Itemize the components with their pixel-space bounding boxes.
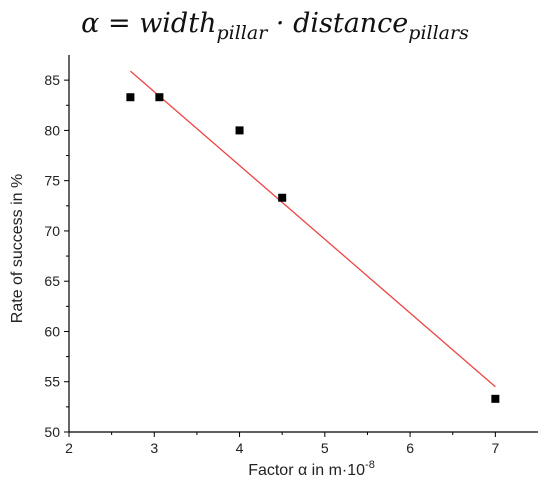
title-sub-pillars: pillars xyxy=(408,22,469,44)
data-point xyxy=(155,93,164,102)
y-tick-label: 75 xyxy=(44,173,60,189)
x-tick-label: 3 xyxy=(150,440,158,456)
x-tick-label: 7 xyxy=(491,440,499,456)
x-tick-label: 5 xyxy=(321,440,329,456)
y-tick-label: 50 xyxy=(44,424,60,440)
title-distance: distance xyxy=(293,8,409,39)
data-point xyxy=(235,126,244,135)
y-tick-label: 60 xyxy=(44,323,60,339)
axes xyxy=(68,55,538,433)
chart-title: α = widthpillar · distancepillars xyxy=(0,8,550,44)
fit-line xyxy=(129,70,496,388)
data-point xyxy=(278,193,287,202)
y-tick-label: 80 xyxy=(44,122,60,138)
title-width: width xyxy=(139,8,217,39)
title-sub-pillar: pillar xyxy=(216,22,268,44)
title-alpha: α xyxy=(81,8,100,39)
x-tick-label: 4 xyxy=(236,440,244,456)
x-tick-label: 6 xyxy=(406,440,414,456)
fit-line-group xyxy=(129,70,496,388)
y-tick-label: 65 xyxy=(44,273,60,289)
x-tick-label: 2 xyxy=(65,440,73,456)
y-axis-label: Rate of success in % xyxy=(9,174,26,323)
x-axis-label-exponent: -8 xyxy=(365,459,375,471)
x-axis-label: Factor α in m·10-8 xyxy=(248,459,375,479)
title-dot: · xyxy=(275,8,285,39)
data-points xyxy=(126,93,500,403)
y-tick-label: 85 xyxy=(44,72,60,88)
y-tick-label: 55 xyxy=(44,374,60,390)
x-axis-label-main: Factor α in m·10 xyxy=(248,462,365,479)
ticks: 2 3 4 5 6 7 50 55 60 65 70 75 80 85 xyxy=(44,72,499,456)
title-equals: = xyxy=(107,8,131,39)
y-tick-label: 70 xyxy=(44,223,60,239)
data-point xyxy=(126,93,135,102)
data-point xyxy=(491,394,500,403)
